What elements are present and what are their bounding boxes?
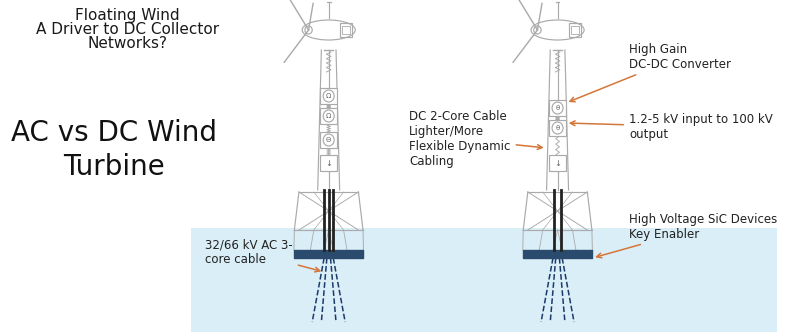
Text: 1.2-5 kV input to 100 kV
output: 1.2-5 kV input to 100 kV output [570,113,773,141]
Text: AC vs DC Wind
Turbine: AC vs DC Wind Turbine [10,119,217,181]
Text: DC 2-Core Cable
Lighter/More
Flexible Dynamic
Cabling: DC 2-Core Cable Lighter/More Flexible Dy… [410,110,542,168]
Text: ↓: ↓ [325,158,332,168]
Text: Θ: Θ [326,137,331,143]
Text: 32/66 kV AC 3-
core cable: 32/66 kV AC 3- core cable [205,238,320,272]
Bar [569,23,582,37]
Text: ↓: ↓ [554,158,561,168]
Bar [340,23,353,37]
Bar [321,132,337,148]
Polygon shape [191,228,778,332]
Bar [550,120,566,136]
Bar [321,155,337,171]
Text: Ω: Ω [326,93,331,99]
Text: High Voltage SiC Devices
Key Enabler: High Voltage SiC Devices Key Enabler [597,213,778,258]
Bar [550,100,566,116]
Text: High Gain
DC-DC Converter: High Gain DC-DC Converter [570,43,731,102]
Text: Networks?: Networks? [87,36,167,51]
Text: θ: θ [555,105,560,111]
Bar [321,108,337,124]
Text: Floating Wind: Floating Wind [75,8,179,23]
Text: θ: θ [555,125,560,131]
Text: A Driver to DC Collector: A Driver to DC Collector [36,22,219,37]
Bar [550,155,566,171]
Bar [571,26,578,34]
Text: Ω: Ω [326,113,331,119]
Bar [321,88,337,104]
Bar [342,26,350,34]
